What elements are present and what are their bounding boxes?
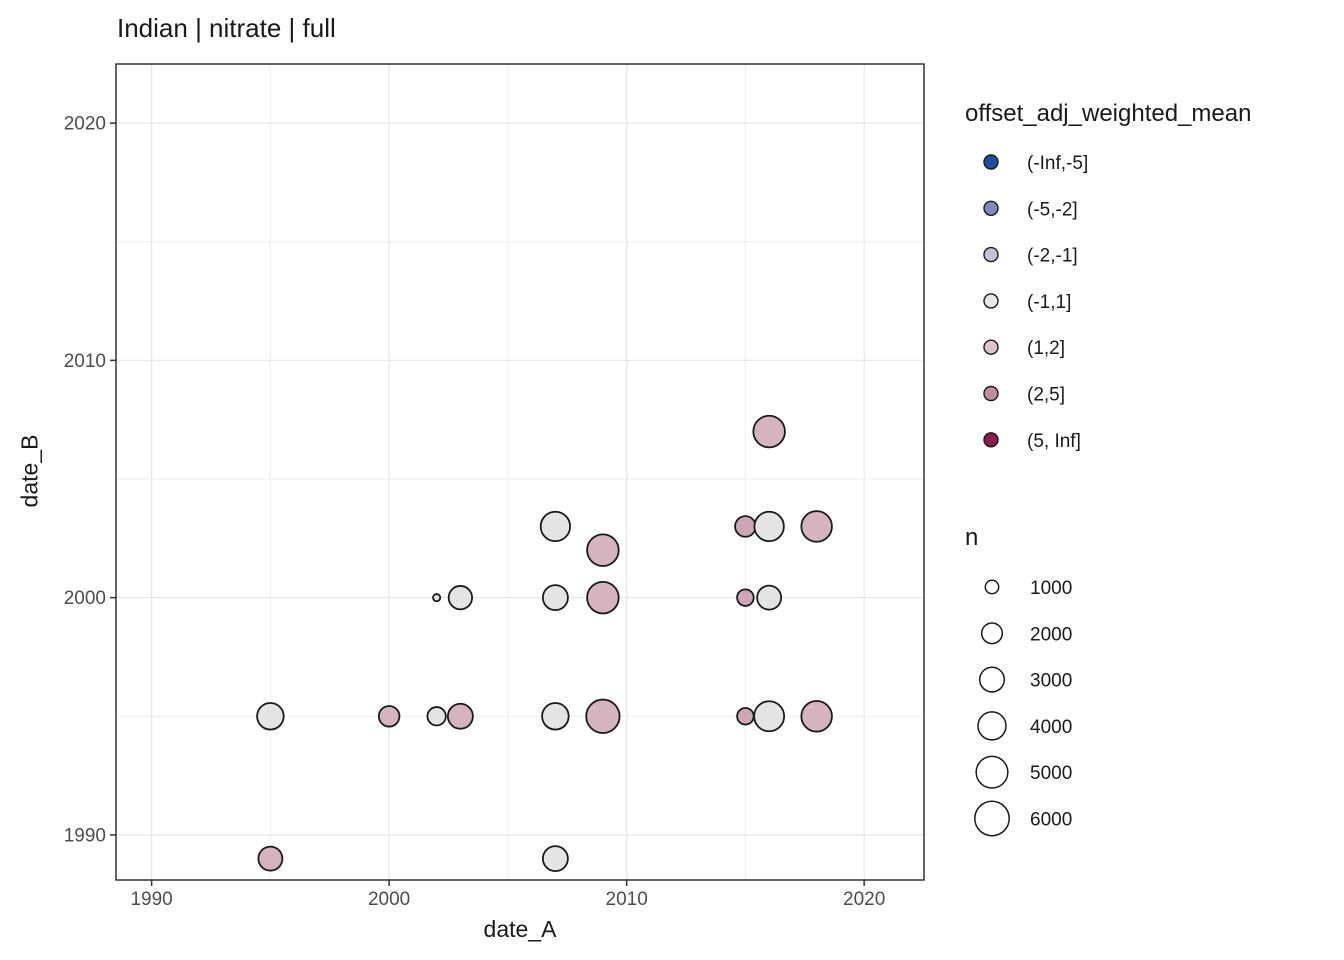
size-legend-key: [975, 755, 1009, 789]
color-legend-key: [983, 339, 999, 355]
x-tick-label: 1990: [130, 889, 172, 910]
data-point: [734, 515, 757, 538]
data-point: [586, 580, 620, 615]
size-legend-title: n: [965, 524, 978, 551]
data-point: [800, 700, 833, 733]
data-point: [736, 707, 755, 726]
y-tick-label: 2010: [64, 351, 106, 372]
data-point: [585, 698, 621, 734]
color-legend-label: (1,2]: [1027, 338, 1065, 359]
size-legend-key: [977, 711, 1007, 741]
data-point: [800, 510, 833, 543]
data-point: [447, 585, 473, 611]
color-legend-label: (-2,-1]: [1027, 246, 1078, 267]
size-legend-key: [978, 666, 1006, 693]
data-point: [541, 702, 570, 731]
panel-border: [115, 63, 925, 881]
color-legend-key: [983, 154, 999, 170]
data-point: [432, 593, 442, 603]
size-legend-key: [980, 622, 1004, 645]
data-point: [377, 705, 401, 728]
data-point: [256, 702, 285, 731]
color-legend-key: [983, 246, 999, 263]
size-legend-key: [974, 800, 1010, 837]
color-legend-key: [983, 293, 999, 309]
color-legend-key: [983, 200, 999, 217]
y-tick-label: 1990: [64, 825, 106, 846]
plot-panel: [116, 64, 924, 880]
size-legend-label: 2000: [1030, 624, 1072, 645]
data-point: [541, 584, 569, 612]
size-legend-key: [984, 579, 1000, 595]
data-point: [257, 845, 284, 872]
size-legend-label: 5000: [1030, 763, 1072, 784]
x-tick-label: 2020: [843, 889, 885, 910]
data-point: [752, 414, 786, 449]
data-point: [586, 533, 620, 567]
data-point: [756, 584, 783, 611]
data-point: [539, 510, 571, 543]
data-point: [753, 700, 786, 733]
color-legend-label: (5, Inf]: [1027, 431, 1081, 452]
size-legend-label: 1000: [1030, 578, 1072, 599]
size-legend-label: 4000: [1030, 717, 1072, 738]
y-tick-label: 2000: [64, 588, 106, 609]
color-legend-label: (2,5]: [1027, 385, 1065, 406]
x-tick-label: 2000: [368, 889, 410, 910]
color-legend-label: (-1,1]: [1027, 292, 1071, 313]
color-legend-key: [983, 385, 999, 402]
size-legend-label: 3000: [1030, 671, 1072, 692]
color-legend-title: offset_adj_weighted_mean: [965, 100, 1251, 127]
data-point: [753, 510, 785, 543]
y-tick-label: 2020: [64, 114, 106, 135]
data-point: [446, 702, 474, 730]
chart-title: Indian | nitrate | full: [117, 13, 336, 43]
size-legend-label: 6000: [1030, 810, 1072, 831]
x-tick-label: 2010: [606, 889, 648, 910]
color-legend-label: (-5,-2]: [1027, 199, 1078, 220]
data-point: [426, 706, 447, 727]
y-axis-title: date_B: [16, 434, 43, 508]
data-point: [736, 588, 755, 607]
x-axis-title: date_A: [483, 916, 557, 942]
color-legend-key: [983, 432, 999, 448]
color-legend-label: (-Inf,-5]: [1027, 153, 1088, 174]
data-point: [541, 845, 569, 873]
